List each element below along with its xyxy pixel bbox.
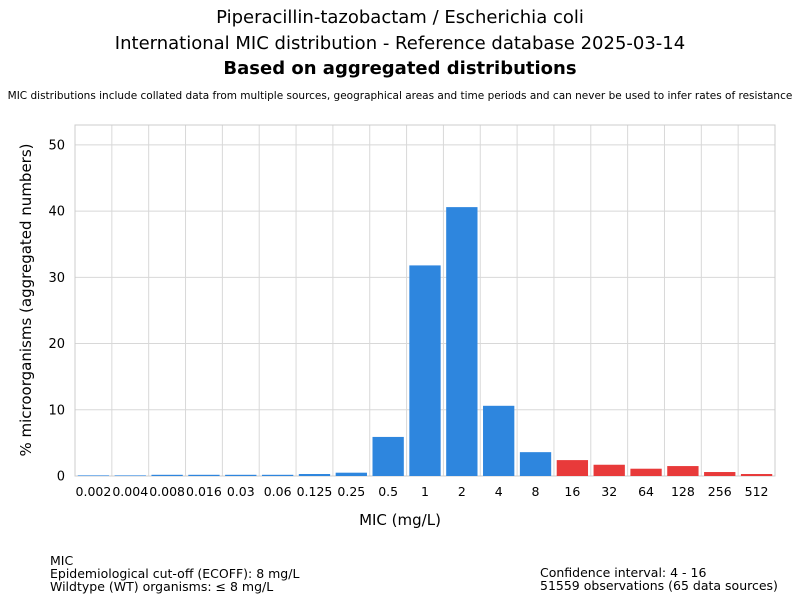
x-tick-label: 64 [638, 484, 654, 499]
bar-mic-0.06 [261, 474, 294, 476]
chart-title: Piperacillin-tazobactam / Escherichia co… [216, 7, 584, 28]
x-tick-label: 0.004 [112, 484, 148, 499]
bar-mic-128 [667, 466, 699, 476]
x-tick-label: 0.002 [76, 484, 112, 499]
y-tick-label: 0 [57, 470, 65, 485]
footer-observations-info: Confidence interval: 4 - 16 51559 observ… [540, 566, 778, 592]
y-tick-label: 30 [48, 271, 65, 286]
x-tick-label: 512 [745, 484, 769, 499]
x-tick-label: 0.25 [337, 484, 365, 499]
bar-mic-512 [740, 474, 773, 476]
chart-subtitle-bold: Based on aggregated distributions [223, 58, 577, 79]
bar-mic-0.004 [114, 475, 146, 476]
x-tick-label: 0.5 [378, 484, 398, 499]
x-tick-label: 0.125 [297, 484, 333, 499]
x-tick-label: 1 [421, 484, 429, 499]
bar-mic-4 [483, 405, 515, 476]
bar-mic-16 [556, 460, 589, 476]
y-tick-label: 50 [48, 138, 65, 153]
x-tick-label: 4 [495, 484, 503, 499]
footer-observations: 51559 observations (65 data sources) [540, 578, 778, 593]
y-tick-label: 20 [48, 337, 65, 352]
bar-mic-1 [409, 265, 441, 476]
bar-mic-8 [519, 452, 552, 476]
y-tick-label: 10 [48, 403, 65, 418]
x-tick-label: 16 [564, 484, 580, 499]
bar-mic-0.03 [225, 474, 257, 476]
bar-mic-2 [446, 207, 478, 476]
x-axis-label: MIC (mg/L) [359, 511, 441, 529]
bar-mic-32 [593, 464, 625, 476]
x-tick-label: 32 [601, 484, 617, 499]
x-tick-labels: 0.002 0.004 0.008 0.016 0.03 0.06 0.125 0.25 0.5… [76, 484, 769, 499]
bar-mic-256 [704, 472, 736, 476]
x-tick-label: 0.06 [264, 484, 292, 499]
bar-mic-0.25 [335, 472, 367, 476]
bar-mic-0.125 [298, 474, 331, 476]
x-tick-label: 128 [671, 484, 695, 499]
bar-mic-0.016 [188, 474, 220, 476]
footer-ecoff-info: MIC Epidemiological cut-off (ECOFF): 8 m… [50, 554, 299, 593]
disclaimer-text: MIC distributions include collated data … [7, 90, 793, 102]
bar-mic-0.002 [77, 475, 110, 476]
footer-mic-label: MIC [50, 553, 74, 568]
x-tick-label: 0.008 [149, 484, 185, 499]
y-axis-label: % microorganisms (aggregated numbers) [17, 143, 35, 456]
footer-wildtype: Wildtype (WT) organisms: ≤ 8 mg/L [50, 579, 274, 594]
x-tick-label: 0.03 [227, 484, 255, 499]
bar-mic-64 [630, 468, 662, 476]
x-tick-label: 256 [708, 484, 732, 499]
x-tick-label: 2 [458, 484, 466, 499]
footer-ecoff: Epidemiological cut-off (ECOFF): 8 mg/L [50, 566, 300, 581]
x-tick-label: 8 [532, 484, 540, 499]
x-tick-label: 0.016 [186, 484, 222, 499]
bar-mic-0.5 [372, 436, 404, 476]
y-tick-label: 40 [48, 205, 65, 220]
chart-subtitle: International MIC distribution - Referen… [114, 33, 686, 54]
y-tick-labels: 0 10 20 30 40 50 [48, 138, 65, 484]
footer-confidence-interval: Confidence interval: 4 - 16 [540, 565, 707, 580]
bar-mic-0.008 [151, 474, 183, 476]
bars-layer [77, 207, 773, 476]
grid-layer [75, 125, 775, 477]
